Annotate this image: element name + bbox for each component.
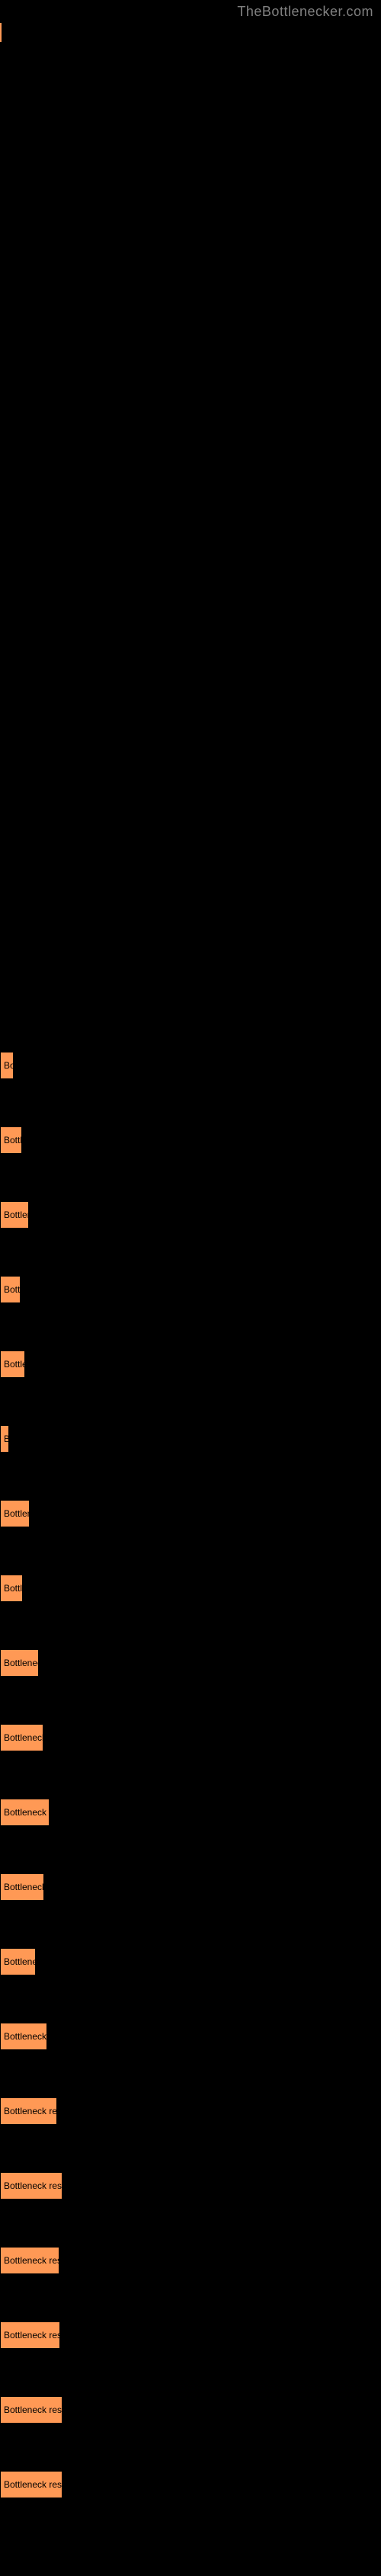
chart-bar: Bottleneck <box>0 1948 36 1975</box>
bar-label: Bottleneck result <box>4 2479 62 2490</box>
bar-row: Bottleneck resul <box>0 2023 381 2050</box>
chart-bar: Bottleneck result <box>0 2321 60 2349</box>
bar-row: Bottl <box>0 1126 381 1154</box>
bar-label: Bottleneck result <box>4 2405 62 2415</box>
chart-bar: Bottlene <box>0 1500 30 1527</box>
bar-label: Bottle <box>4 1359 24 1370</box>
bar-row: Bottlene <box>0 1500 381 1527</box>
chart-bar: Bottleneck res <box>0 1873 44 1901</box>
chart-bar: Bottleneck result <box>0 2471 62 2498</box>
bar-label: Bottlene <box>4 1210 28 1220</box>
chart-bar: Bottleneck result <box>0 2396 62 2424</box>
bar-row: Bottleneck <box>0 1948 381 1975</box>
bar-row: Bottleneck result <box>0 2172 381 2200</box>
chart-bar: Bottleneck re <box>0 1649 39 1677</box>
bar-label: Bottleneck result <box>4 2330 59 2341</box>
chart-bar: Bottl <box>0 1276 21 1303</box>
bar-label: Bottleneck res <box>4 1882 43 1892</box>
bar-row: Bottleneck res <box>0 1724 381 1751</box>
chart-bar: Bottleneck res <box>0 1724 43 1751</box>
chart-bar: Bottleneck result <box>0 2172 62 2200</box>
chart-bar: Bottleneck result <box>0 2247 59 2274</box>
bar-label: Bottleneck re <box>4 1658 38 1668</box>
bar-label: Bottlene <box>4 1508 29 1519</box>
top-marker <box>0 23 2 42</box>
chart-bar: Bottleneck resul <box>0 2023 47 2050</box>
chart-bar: Bottl <box>0 1126 22 1154</box>
bar-row: Bottleneck res <box>0 1873 381 1901</box>
bar-row: Bottleneck result <box>0 2321 381 2349</box>
bar-label: Bottleneck <box>4 1956 35 1967</box>
bar-label: Bottleneck result <box>4 1807 49 1818</box>
bar-row: B <box>0 1425 381 1453</box>
chart-bar: Bottle <box>0 1575 23 1602</box>
chart-bar: Bottle <box>0 1350 25 1378</box>
bar-label: Bottleneck result <box>4 2180 62 2191</box>
bar-label: Bottleneck result <box>4 2106 56 2116</box>
bar-label: Bo <box>4 1060 13 1071</box>
bar-row: Bottleneck result <box>0 1799 381 1826</box>
bar-row: Bottlene <box>0 1201 381 1229</box>
bar-row: Bottleneck result <box>0 2471 381 2498</box>
bar-label: Bottle <box>4 1583 22 1594</box>
bar-label: Bottleneck result <box>4 2255 59 2266</box>
bar-label: Bottl <box>4 1284 20 1295</box>
bar-row: Bottleneck result <box>0 2396 381 2424</box>
bar-label: Bottleneck res <box>4 1732 43 1743</box>
chart-bar: Bo <box>0 1052 14 1079</box>
bar-row: Bottleneck result <box>0 2247 381 2274</box>
bar-row: Bo <box>0 1052 381 1079</box>
bar-label: Bottl <box>4 1135 21 1145</box>
chart-bar: Bottlene <box>0 1201 29 1229</box>
chart-bar: Bottleneck result <box>0 2097 57 2125</box>
chart-bar: B <box>0 1425 9 1453</box>
bar-row: Bottleneck result <box>0 2097 381 2125</box>
bar-row: Bottle <box>0 1350 381 1378</box>
bar-row: Bottle <box>0 1575 381 1602</box>
bar-label: Bottleneck resul <box>4 2031 46 2042</box>
bar-row: Bottleneck re <box>0 1649 381 1677</box>
bar-label: B <box>4 1434 8 1444</box>
bar-chart: Bo Bottl Bottlene Bottl Bottle B Bottlene Bottl… <box>0 0 381 2576</box>
watermark-text: TheBottlenecker.com <box>237 4 373 20</box>
chart-bar: Bottleneck result <box>0 1799 50 1826</box>
bar-row: Bottl <box>0 1276 381 1303</box>
